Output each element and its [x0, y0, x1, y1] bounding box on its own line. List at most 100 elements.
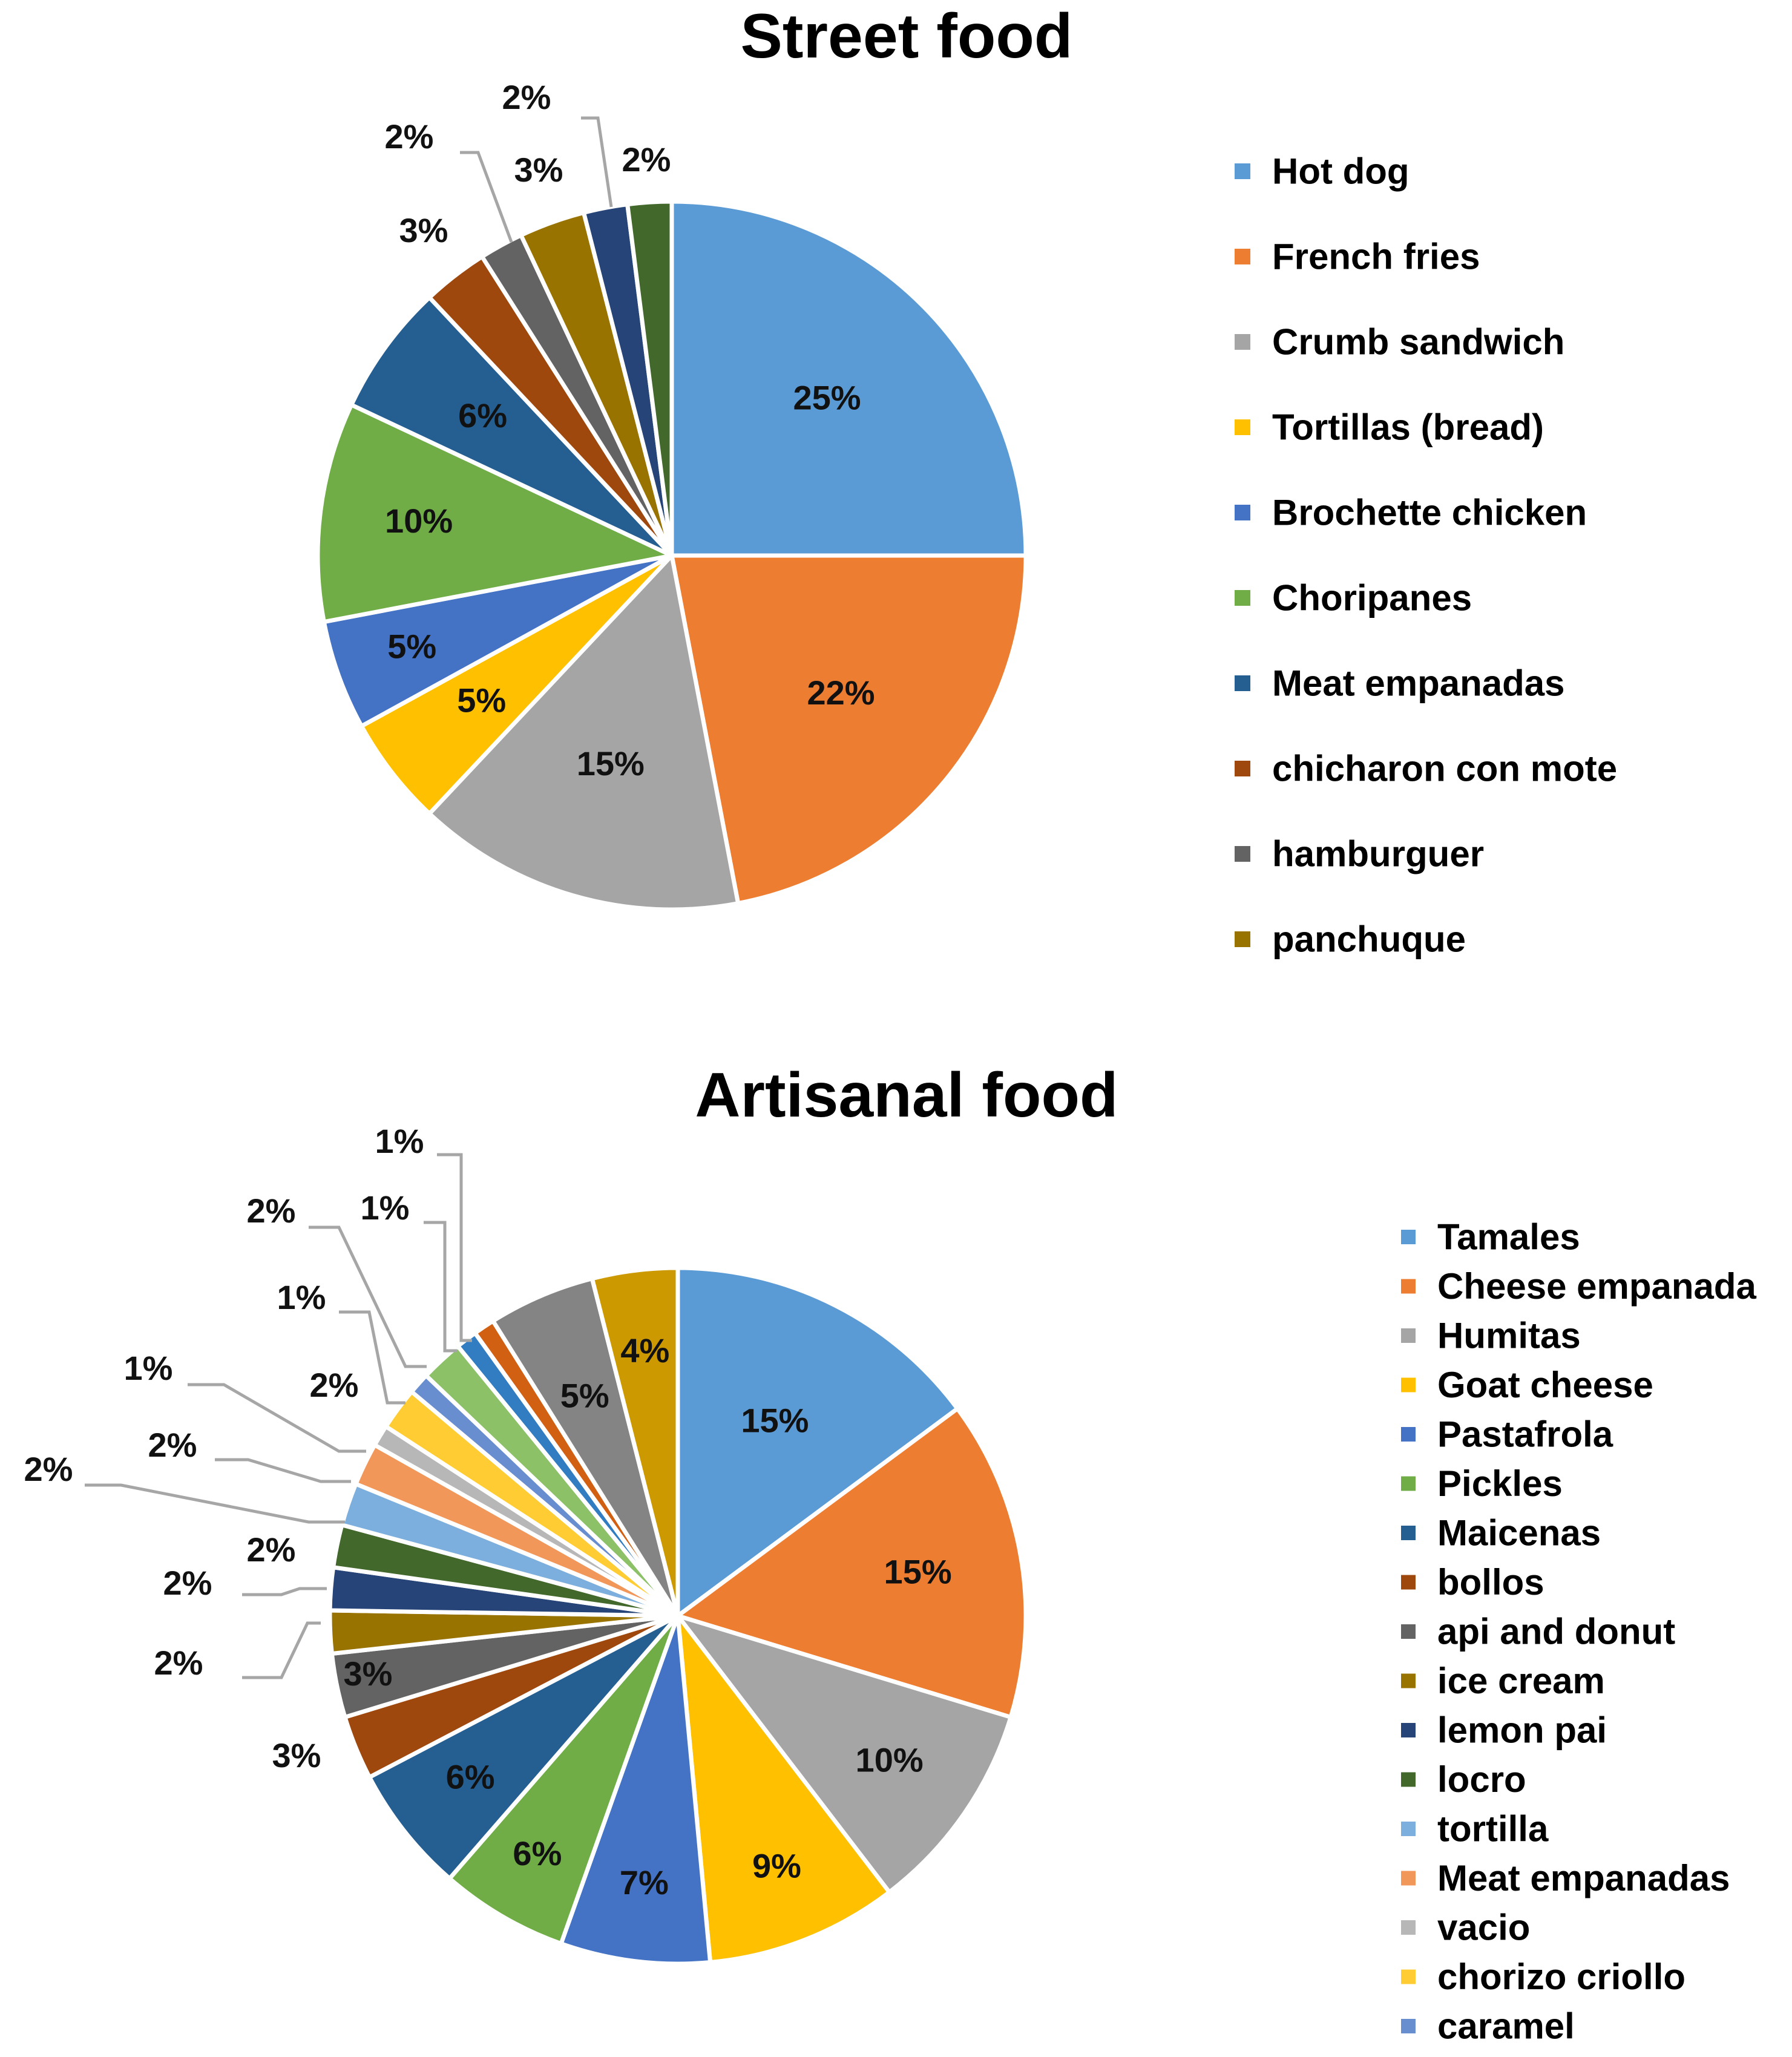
legend-swatch	[1401, 1279, 1416, 1294]
leader-line	[215, 1458, 351, 1483]
pie-slice	[427, 553, 741, 912]
legend-label: panchuque	[1272, 919, 1466, 960]
data-label: 3%	[399, 211, 448, 249]
data-label: 2%	[148, 1426, 197, 1464]
pie-slice	[589, 1265, 680, 1618]
pie-chart-1: Street food 25% 22% 15% 5% 5% 10% 6% 3% 2% 3% 2% 2% H…	[315, 1, 1617, 960]
data-label: 2%	[247, 1530, 296, 1569]
pie-slice	[349, 295, 674, 558]
data-label: 2%	[502, 78, 551, 116]
legend-swatch	[1401, 1377, 1416, 1393]
legend-swatch	[1401, 2019, 1416, 2033]
legend-label: chorizo criollo	[1437, 1957, 1685, 1997]
chart-title: Street food	[741, 1, 1073, 71]
legend-swatch	[1235, 761, 1250, 776]
legend-swatch	[1401, 1969, 1416, 1984]
data-label: 2%	[622, 140, 671, 179]
data-label: 2%	[154, 1644, 203, 1682]
data-label: 2%	[247, 1192, 296, 1230]
legend-swatch	[1235, 334, 1250, 350]
chart-title: Artisanal food	[695, 1060, 1118, 1130]
legend-label: bollos	[1437, 1562, 1544, 1603]
data-label: 6%	[513, 1834, 562, 1872]
legend-swatch	[1235, 419, 1250, 435]
data-label: 2%	[24, 1450, 73, 1488]
leader-line	[437, 1153, 472, 1342]
data-label: 6%	[446, 1758, 495, 1796]
data-label: 3%	[514, 151, 563, 189]
data-label: 1%	[124, 1349, 173, 1387]
data-label: 15%	[741, 1401, 809, 1439]
legend-swatch	[1235, 249, 1250, 264]
pie-slice	[315, 402, 674, 625]
data-label: 15%	[577, 744, 645, 782]
data-label: 10%	[385, 502, 453, 540]
data-label: 6%	[458, 396, 507, 435]
data-label: 25%	[793, 378, 861, 416]
pie-slice	[675, 1406, 1028, 1719]
legend-label: api and donut	[1437, 1612, 1675, 1652]
legend-swatch	[1235, 846, 1250, 862]
legend-label: Tamales	[1437, 1217, 1580, 1258]
legend-label: Brochette chicken	[1272, 493, 1587, 533]
data-label: 3%	[344, 1655, 393, 1693]
leader-line	[85, 1483, 345, 1524]
leader-line	[424, 1221, 457, 1353]
legend-label: Humitas	[1437, 1316, 1581, 1356]
legend-swatch	[1401, 1723, 1416, 1737]
legend-swatch	[1401, 1230, 1416, 1244]
legend-label: French fries	[1272, 237, 1480, 277]
legend: Tamales Cheese empanada Humitas Goat cheese…	[1401, 1217, 1757, 2047]
legend-label: vacio	[1437, 1908, 1530, 1948]
data-label: 2%	[163, 1564, 212, 1602]
pie-slice	[669, 553, 1028, 906]
pie-chart-2: Artisanal food 15% 15% 10% 9% 7% 6% 6% 3% 3% 2% 2% 2…	[24, 1060, 1757, 2047]
leader-line	[188, 1383, 366, 1453]
legend-label: Choripanes	[1272, 578, 1472, 618]
pie-slice	[367, 1613, 680, 1881]
data-label: 2%	[385, 117, 434, 156]
legend-label: tortilla	[1437, 1809, 1549, 1849]
pie-slice	[321, 553, 674, 729]
data-label: 9%	[752, 1846, 801, 1885]
legend-swatch	[1401, 1427, 1416, 1442]
legend-label: Meat empanadas	[1437, 1858, 1730, 1898]
legend-swatch	[1235, 590, 1250, 606]
legend-label: locro	[1437, 1759, 1526, 1800]
legend-label: caramel	[1437, 2006, 1575, 2047]
pie-slice	[625, 199, 674, 558]
data-label: 5%	[560, 1376, 609, 1414]
data-label: 1%	[375, 1122, 424, 1160]
legend-label: Meat empanadas	[1272, 663, 1565, 704]
legend-label: Pickles	[1437, 1463, 1563, 1504]
legend-swatch	[1401, 1575, 1416, 1590]
legend-label: ice cream	[1437, 1661, 1605, 1701]
data-label: 22%	[807, 674, 875, 712]
pie-slice	[559, 1613, 713, 1966]
legend-label: Pastafrola	[1437, 1414, 1613, 1455]
legend-swatch	[1401, 1624, 1416, 1639]
data-label: 5%	[457, 681, 506, 720]
data-label: 3%	[272, 1736, 321, 1774]
pie-slice	[447, 1613, 680, 1946]
legend-swatch	[1401, 1772, 1416, 1787]
data-label: 1%	[277, 1278, 326, 1316]
legend-swatch	[1235, 931, 1250, 947]
pie-slice	[675, 1613, 1013, 1895]
pie-slice	[359, 553, 674, 816]
leader-line	[309, 1225, 427, 1368]
legend-label: Tortillas (bread)	[1272, 407, 1544, 448]
pie-slice	[675, 1265, 960, 1618]
data-label: 2%	[310, 1366, 359, 1404]
legend-swatch	[1401, 1920, 1416, 1935]
leader-line	[581, 116, 613, 208]
legend-swatch	[1235, 163, 1250, 179]
legend-swatch	[1401, 1328, 1416, 1343]
legend: Hot dog French fries Crumb sandwich Tortill…	[1235, 151, 1617, 960]
leader-line	[339, 1310, 405, 1405]
legend-label: chicharon con mote	[1272, 749, 1617, 789]
data-label: 5%	[387, 627, 436, 665]
legend-label: Cheese empanada	[1437, 1266, 1757, 1307]
legend-swatch	[1235, 505, 1250, 520]
